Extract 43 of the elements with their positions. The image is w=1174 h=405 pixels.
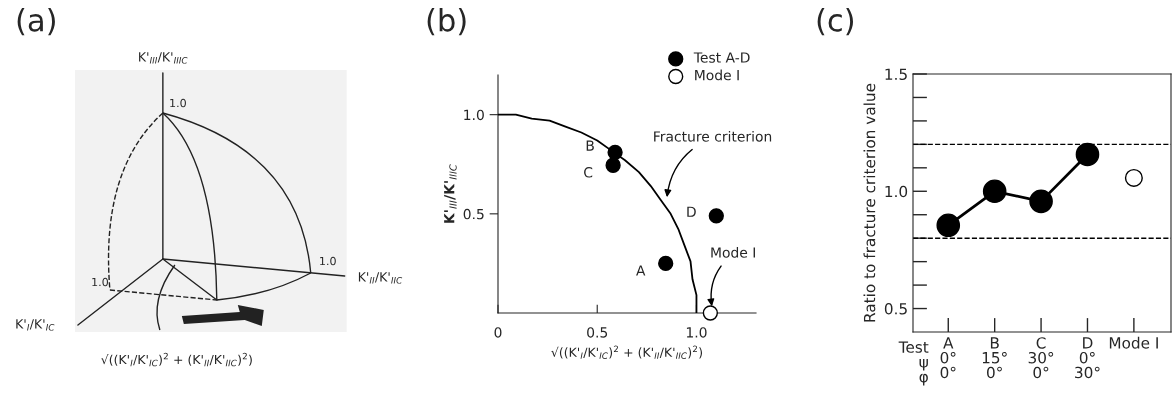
legend-label: Mode I <box>695 69 739 81</box>
x-tick-label: B 15° 0° <box>982 337 1007 379</box>
x-tick-label: 1.0 <box>686 327 707 338</box>
point <box>1124 168 1143 187</box>
text: √((K'$_{I}$/K'$_{IC}$)$^{2}$ + (K'$_{II}$/K'$_{IIC}$)$^{2}$) <box>551 345 703 359</box>
point <box>658 255 674 272</box>
annotation: B <box>586 140 594 151</box>
text: K'$_{I}$/K'$_{IC}$ <box>16 319 55 331</box>
x-tick-label: C 30° 0° <box>1028 337 1054 379</box>
point <box>982 179 1007 204</box>
y-tick-label: 1.5 <box>885 68 907 81</box>
point <box>1075 142 1100 167</box>
annotation: Mode I <box>711 246 755 258</box>
text: Test ψ φ <box>898 341 929 386</box>
x-tick-label: Mode I <box>1109 336 1158 349</box>
annotation: Fracture criterion <box>654 130 772 142</box>
point <box>708 208 724 224</box>
y-axis-title: Ratio to fracture criterion value <box>863 83 876 322</box>
point <box>1029 189 1053 214</box>
text: 1.0 <box>92 277 109 287</box>
point <box>702 305 718 321</box>
chart-title: (b) <box>427 8 466 36</box>
x-tick-label: A 0° 0° <box>940 337 956 379</box>
text: K'$_{III}$/K'$_{IIIC}$ <box>139 52 188 64</box>
x-tick-label: D 0° 30° <box>1075 337 1100 379</box>
text: 1.0 <box>320 256 336 266</box>
annotation: D <box>687 206 696 217</box>
y-tick-label: 0.5 <box>884 303 907 315</box>
point <box>936 213 961 238</box>
text: √((K'$_{I}$/K'$_{IC}$)$^{2}$ + (K'$_{II}$/K'$_{IIC}$)$^{2}$) <box>101 352 252 367</box>
y-tick-label: 1.0 <box>885 185 908 198</box>
y-axis-title: K'$_{III}$/K'$_{IIIC}$ <box>444 164 457 223</box>
point <box>607 144 623 160</box>
x-tick-label: 0.5 <box>587 327 608 338</box>
chart-title: (c) <box>817 8 854 36</box>
text: K'$_{II}$/K'$_{IIC}$ <box>358 272 403 284</box>
point <box>605 157 621 173</box>
x-tick-label: 0 <box>494 327 502 338</box>
text: (a) <box>17 8 55 36</box>
annotation: A <box>636 265 646 276</box>
text: 1.0 <box>170 98 186 108</box>
legend-label: Test A-D <box>693 52 750 63</box>
annotation: C <box>584 167 593 178</box>
